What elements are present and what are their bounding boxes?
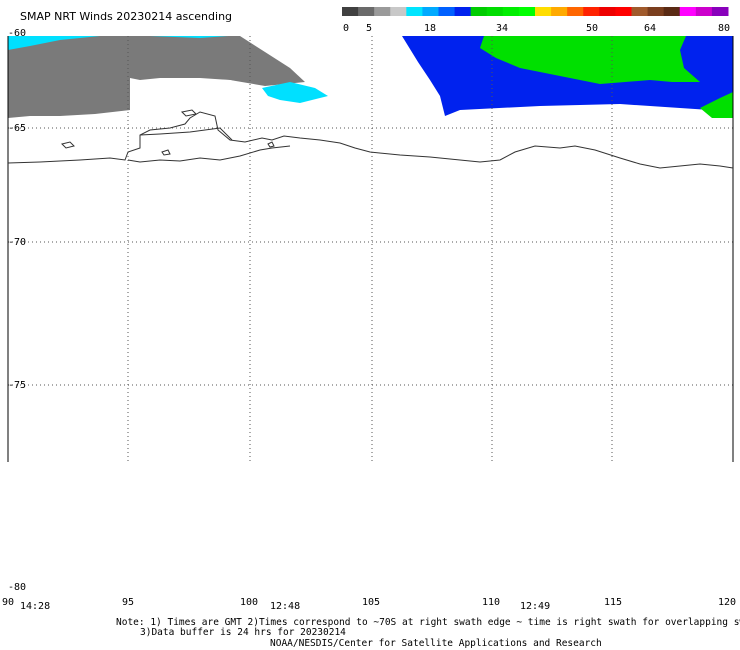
colorbar-segment <box>583 7 600 16</box>
lon-label-90: 90 <box>2 597 14 608</box>
swath-time-2: 12:48 <box>270 601 300 612</box>
colorbar-segment <box>535 7 552 16</box>
colorbar-segment <box>454 7 472 16</box>
antarctic-coastline <box>7 109 734 169</box>
lon-label-95: 95 <box>122 597 134 608</box>
colorbar-segment <box>631 7 649 16</box>
island-2 <box>180 109 198 117</box>
colorbar-label-5: 5 <box>366 23 372 34</box>
coastline-main <box>7 111 734 169</box>
swath-time-3: 12:49 <box>520 601 550 612</box>
lat-label-75: -75 <box>8 380 26 391</box>
lon-labels: 90 95 100 105 110 115 120 <box>2 597 736 608</box>
colorbar-label-34: 34 <box>496 23 508 34</box>
note-line-1: Note: 1) Times are GMT 2)Times correspon… <box>116 617 740 628</box>
colorbar-segment <box>518 7 536 16</box>
colorbar-segment <box>599 7 616 16</box>
swath-green-corner <box>700 92 733 118</box>
colorbar-segment <box>711 7 729 16</box>
colorbar-segment <box>438 7 456 16</box>
swath-times: 14:28 12:48 12:49 <box>20 601 550 612</box>
colorbar-segments <box>342 7 729 16</box>
coastline-shelf <box>139 127 233 141</box>
colorbar-segment <box>551 7 568 16</box>
swath-cyan-patch <box>262 82 328 103</box>
lat-label-60: -60 <box>8 28 26 39</box>
colorbar-label-0: 0 <box>343 23 349 34</box>
swath-gray-left <box>8 36 305 118</box>
lon-label-100: 100 <box>240 597 258 608</box>
colorbar-segment <box>406 7 423 16</box>
lon-label-105: 105 <box>362 597 380 608</box>
lon-label-110: 110 <box>482 597 500 608</box>
lon-label-115: 115 <box>604 597 622 608</box>
colorbar-segment <box>663 7 681 16</box>
lat-label-65: -65 <box>8 123 26 134</box>
graticule <box>8 36 733 462</box>
island-1 <box>61 141 75 149</box>
colorbar-label-18: 18 <box>424 23 436 34</box>
colorbar-segment <box>470 7 488 16</box>
island-3 <box>267 141 275 148</box>
lat-label-70: -70 <box>8 237 26 248</box>
colorbar-segment <box>567 7 584 16</box>
wind-swaths <box>8 36 733 118</box>
lon-label-120: 120 <box>718 597 736 608</box>
island-4 <box>161 149 171 156</box>
colorbar: 0 5 18 34 50 64 80 <box>342 7 730 34</box>
lat-label-80: -80 <box>8 582 26 593</box>
swath-green-right <box>480 36 700 84</box>
colorbar-segment <box>358 7 375 16</box>
notes: Note: 1) Times are GMT 2)Times correspon… <box>116 617 740 649</box>
colorbar-segment <box>615 7 632 16</box>
coastline-inner-left <box>127 145 291 163</box>
lat-labels: -60 -65 -70 -75 -80 <box>8 28 26 593</box>
colorbar-label-64: 64 <box>644 23 656 34</box>
colorbar-segment <box>695 7 713 16</box>
colorbar-segment <box>502 7 520 16</box>
colorbar-label-80: 80 <box>718 23 730 34</box>
colorbar-segment <box>374 7 391 16</box>
colorbar-segment <box>342 7 359 16</box>
note-line-2: 3)Data buffer is 24 hrs for 20230214 <box>140 627 346 638</box>
colorbar-segment <box>486 7 504 16</box>
swath-time-1: 14:28 <box>20 601 50 612</box>
colorbar-segment <box>679 7 697 16</box>
map-title: SMAP NRT Winds 20230214 ascending <box>20 10 232 23</box>
colorbar-segment <box>647 7 665 16</box>
note-line-3: NOAA/NESDIS/Center for Satellite Applica… <box>270 638 602 649</box>
colorbar-label-50: 50 <box>586 23 598 34</box>
swath-gap-left <box>130 78 262 112</box>
colorbar-segment <box>390 7 407 16</box>
colorbar-segment <box>422 7 439 16</box>
map-frame <box>7 36 734 462</box>
